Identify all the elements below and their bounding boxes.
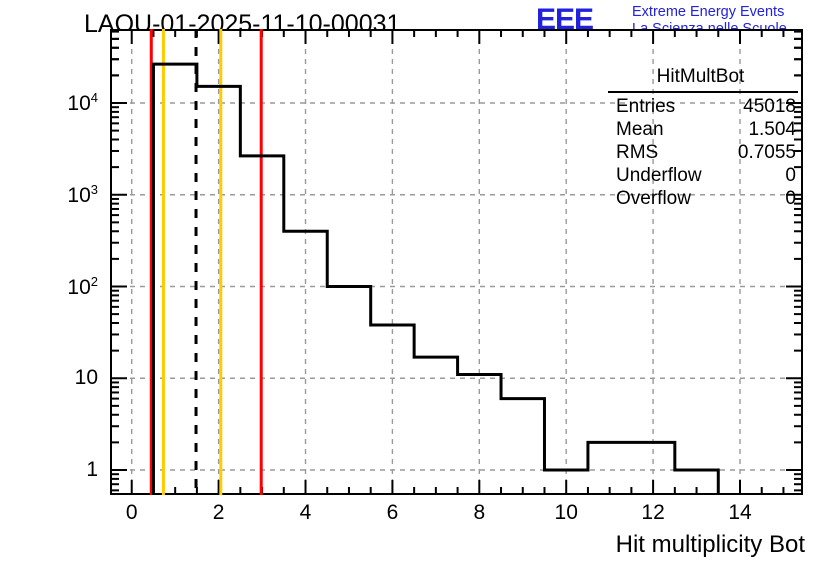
y-tick-label: 103 <box>67 181 98 207</box>
y-axis-ticks <box>110 30 803 492</box>
stats-label: RMS <box>616 142 659 163</box>
gridlines <box>110 29 803 495</box>
x-tick-label: 12 <box>641 501 665 524</box>
stats-row: Underflow 0 <box>606 165 798 188</box>
stats-value: 0 <box>785 165 796 186</box>
x-tick-label: 4 <box>299 501 312 524</box>
stats-divider <box>608 91 798 93</box>
stats-label: Underflow <box>616 165 702 186</box>
x-tick-label: 10 <box>554 501 578 524</box>
stats-row: RMS 0.7055 <box>606 142 798 165</box>
stats-value: 45018 <box>743 96 796 117</box>
stats-value: 1.504 <box>748 119 796 140</box>
y-tick-label: 1 <box>86 458 98 481</box>
stats-value: 0 <box>785 188 796 209</box>
stats-row: Entries 45018 <box>606 96 798 119</box>
plot-frame <box>110 29 803 495</box>
x-tick-label: 8 <box>473 501 486 524</box>
stats-label: Overflow <box>616 188 691 209</box>
eee-logo-line1: Extreme Energy Events <box>632 4 785 20</box>
x-axis-title: Hit multiplicity Bot <box>615 531 805 558</box>
histogram-plot <box>110 29 803 495</box>
x-tick-label: 2 <box>212 501 225 524</box>
y-tick-label: 104 <box>67 90 98 115</box>
stats-value: 0.7055 <box>737 142 796 163</box>
stats-label: Mean <box>616 119 664 140</box>
histogram-outline <box>151 62 720 495</box>
x-tick-label: 14 <box>728 501 752 524</box>
stats-label: Entries <box>616 96 676 117</box>
stats-row: Overflow 0 <box>606 188 798 211</box>
y-tick-label: 10 <box>74 366 98 390</box>
vertical-marker-lines <box>149 29 263 495</box>
x-tick-label: 6 <box>386 501 399 524</box>
stats-box: HitMultBot Entries 45018 Mean 1.504 RMS 0.705… <box>598 66 803 211</box>
stats-row: Mean 1.504 <box>606 119 798 142</box>
y-tick-label: 102 <box>67 273 98 299</box>
stats-title: HitMultBot <box>656 66 745 87</box>
x-tick-label: 0 <box>125 501 138 524</box>
